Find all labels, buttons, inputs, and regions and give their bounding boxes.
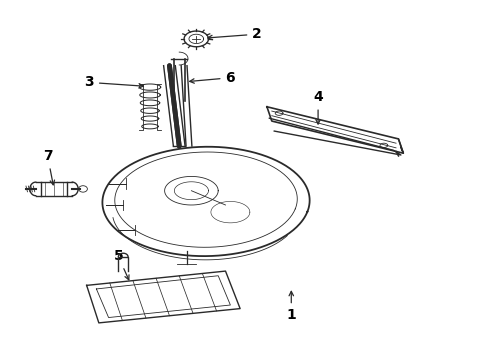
Text: 7: 7 xyxy=(43,149,54,185)
Text: 4: 4 xyxy=(313,90,323,124)
Text: 5: 5 xyxy=(114,249,129,280)
Text: 2: 2 xyxy=(208,27,262,41)
Text: 6: 6 xyxy=(190,71,235,85)
Text: 1: 1 xyxy=(287,291,296,322)
Text: 3: 3 xyxy=(84,75,144,89)
